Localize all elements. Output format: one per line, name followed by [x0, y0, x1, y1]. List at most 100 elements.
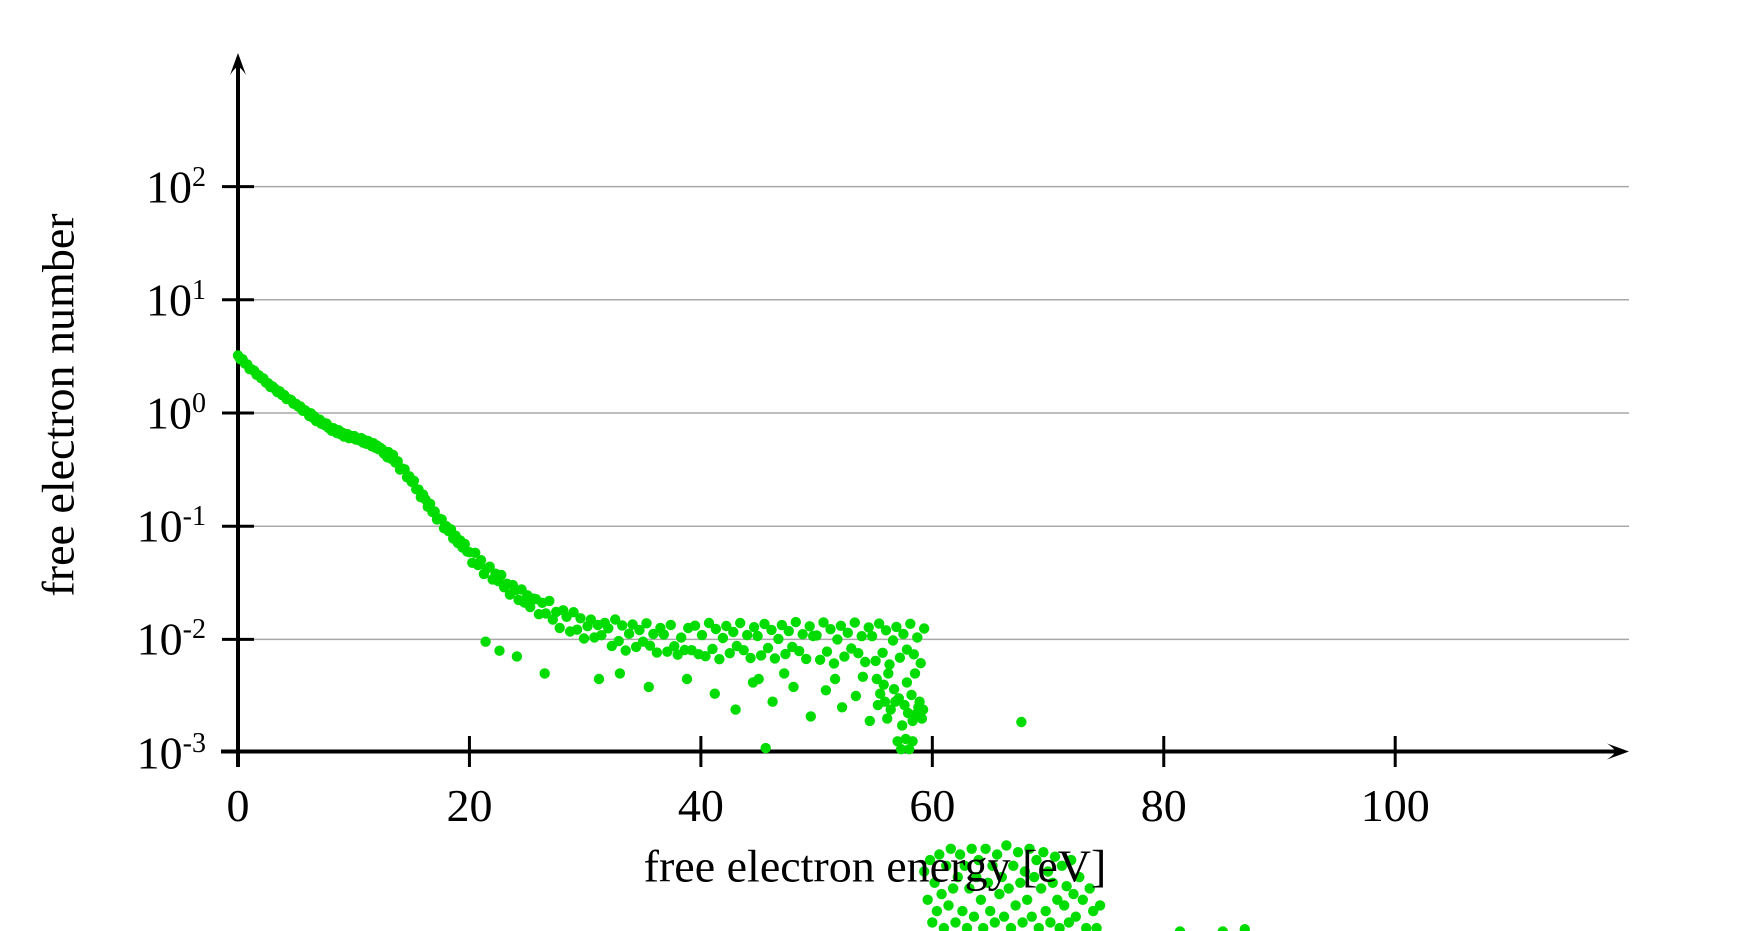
y-tick-label: 101	[146, 273, 206, 326]
scatter-point	[888, 684, 900, 695]
scatter-point	[907, 736, 918, 747]
y-tick-exponent: 2	[192, 161, 206, 193]
scatter-point	[540, 608, 551, 619]
scatter-point	[554, 622, 565, 634]
scatter-point	[484, 561, 495, 572]
scatter-point	[897, 720, 908, 731]
scatter-point	[634, 624, 645, 636]
scatter-point	[783, 625, 794, 637]
scatter-point	[804, 621, 815, 632]
scatter-point	[735, 617, 746, 629]
scatter-point	[894, 652, 906, 663]
scatter-point	[902, 707, 914, 719]
scatter-point	[882, 713, 893, 724]
scatter-point	[849, 617, 860, 628]
scatter-point	[839, 651, 850, 662]
scatter-point	[994, 888, 1005, 900]
scatter-point	[1026, 911, 1038, 922]
y-tick-label: 10-2	[137, 613, 206, 666]
tick-marks	[222, 185, 1397, 767]
y-tick-exponent: 0	[192, 388, 206, 420]
scatter-point	[766, 624, 777, 636]
scatter-point	[700, 651, 711, 662]
scatter-point	[767, 696, 778, 707]
x-tick-label: 100	[1360, 780, 1430, 831]
scatter-point	[818, 617, 829, 628]
scatter-point	[875, 688, 886, 699]
y-tick-base: 10	[146, 387, 192, 439]
scatter-point	[752, 630, 763, 642]
scatter-point	[1035, 883, 1047, 894]
y-tick-base: 10	[146, 161, 192, 213]
scatter-point	[623, 628, 635, 639]
scatter-point	[857, 671, 869, 682]
scatter-point	[593, 673, 605, 685]
scatter-point	[912, 632, 923, 643]
scatter-point	[1088, 905, 1099, 917]
scatter-point	[709, 688, 720, 699]
axes	[221, 53, 1629, 767]
scatter-point	[1091, 922, 1102, 931]
scatter-point	[966, 843, 977, 854]
scatter-point	[1033, 922, 1044, 931]
scatter-point	[1174, 926, 1186, 931]
y-tick-base: 10	[136, 613, 183, 665]
scatter-point	[480, 636, 491, 647]
scatter-point	[901, 677, 913, 688]
scatter-point	[742, 629, 753, 641]
scatter-point	[1001, 840, 1012, 851]
scatter-point	[776, 619, 788, 631]
scatter-point	[669, 641, 680, 652]
scatter-point	[1029, 871, 1040, 883]
scatter-point	[689, 620, 701, 631]
scatter-point	[978, 922, 989, 931]
scatter-point	[1070, 911, 1082, 922]
scatter-point	[924, 854, 936, 866]
scatter-point	[941, 860, 952, 871]
scatter-point	[870, 655, 881, 667]
scatter-point	[745, 652, 756, 664]
scatter-point	[717, 632, 729, 644]
scatter-point	[919, 866, 930, 877]
scatter-point	[856, 631, 867, 642]
scatter-point	[525, 601, 536, 613]
y-axis-title: free electron number	[32, 213, 84, 597]
scatter-point	[643, 681, 654, 693]
scatter-point	[1068, 888, 1079, 900]
scatter-point	[934, 849, 945, 860]
scatter-point	[821, 646, 833, 657]
scatter-point	[696, 629, 708, 641]
scatter-point	[1017, 917, 1028, 928]
scatter-point	[681, 673, 693, 685]
scatter-point	[1024, 843, 1035, 854]
x-axis-arrowhead-icon	[1607, 743, 1629, 760]
gridlines	[240, 185, 1629, 641]
scatter-point	[760, 742, 771, 754]
scatter-point	[755, 650, 767, 661]
scatter-point	[915, 658, 926, 669]
scatter-point	[945, 843, 956, 854]
scatter-point	[891, 621, 902, 633]
scatter-point	[836, 702, 848, 713]
scatter-point	[759, 618, 770, 630]
scatter-point	[996, 871, 1007, 883]
y-tick-label: 100	[146, 387, 206, 440]
y-tick-label: 102	[146, 160, 206, 213]
scatter-point	[922, 894, 933, 905]
scatter-point	[1010, 900, 1021, 911]
y-tick-base: 10	[146, 274, 192, 326]
scatter-point	[470, 547, 481, 558]
y-tick-exponent: -2	[182, 614, 206, 646]
scatter-point	[1019, 866, 1031, 877]
scatter-point	[1015, 877, 1026, 888]
scatter-point	[884, 659, 895, 670]
scatter-point	[769, 653, 781, 664]
scatter-point	[968, 911, 980, 922]
scatter-point	[950, 917, 961, 928]
scatter-point	[825, 624, 836, 635]
scatter-point	[1005, 922, 1017, 931]
scatter-point	[850, 690, 862, 702]
scatter-point	[832, 634, 843, 645]
scatter-point	[835, 620, 847, 631]
